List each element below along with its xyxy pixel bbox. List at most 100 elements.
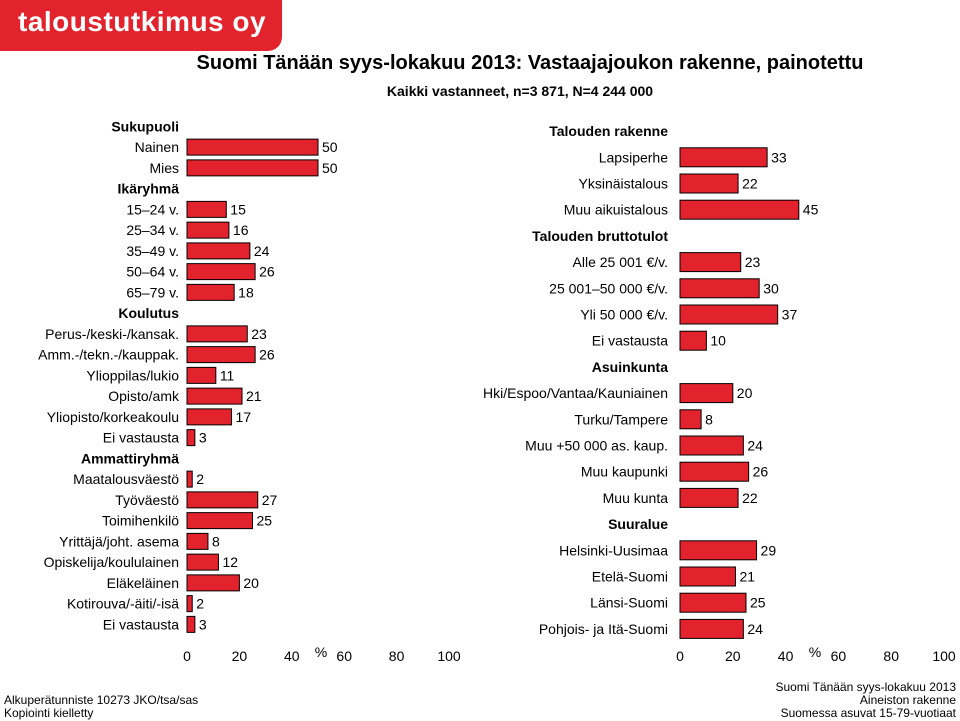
- bar: [186, 387, 243, 405]
- data-label: 50: [322, 139, 338, 155]
- footer-left-line: Kopiointi kielletty: [4, 706, 94, 720]
- data-label: 2: [196, 596, 204, 612]
- data-label: 16: [233, 222, 249, 238]
- category-label: Muu +50 000 as. kaup.: [525, 438, 668, 454]
- footer-left-line: Alkuperätunniste 10273 JKO/tsa/sas: [4, 693, 199, 707]
- data-label: 22: [742, 490, 758, 506]
- category-label: Muu aikuistalous: [564, 202, 668, 218]
- x-tick-label: 0: [676, 648, 684, 664]
- bar: [186, 553, 219, 571]
- data-label: 8: [705, 411, 713, 427]
- bar: [186, 325, 248, 343]
- x-tick-label: 40: [284, 648, 300, 664]
- category-label: Ylioppilas/lukio: [86, 367, 179, 383]
- bar: [186, 242, 251, 260]
- category-label: Maatalousväestö: [73, 471, 179, 487]
- bar: [186, 159, 319, 177]
- category-label: 65–79 v.: [126, 284, 179, 300]
- data-label: 27: [262, 492, 278, 508]
- data-label: 26: [259, 264, 275, 280]
- category-label: Alle 25 001 €/v.: [573, 254, 668, 270]
- bar: [186, 366, 217, 384]
- bar: [679, 566, 736, 587]
- bar: [186, 491, 259, 509]
- bar: [679, 330, 707, 351]
- bar: [679, 592, 747, 613]
- category-label: Pohjois- ja Itä-Suomi: [539, 621, 668, 637]
- data-label: 24: [254, 243, 270, 259]
- x-tick-label: 80: [389, 648, 405, 664]
- bar: [186, 346, 256, 364]
- data-label: 20: [737, 385, 753, 401]
- category-label: 25 001–50 000 €/v.: [549, 280, 668, 296]
- category-label: 15–24 v.: [126, 201, 179, 217]
- bar: [186, 263, 256, 281]
- category-label: Eläkeläinen: [107, 575, 179, 591]
- group-header-label: Koulutus: [118, 305, 179, 321]
- bar: [679, 435, 744, 456]
- data-label: 2: [196, 471, 204, 487]
- data-label: 33: [771, 149, 787, 165]
- category-label: Muu kunta: [603, 490, 669, 506]
- data-label: 26: [259, 347, 275, 363]
- data-label: 24: [747, 621, 763, 637]
- footer-right-line: Suomessa asuvat 15-79-vuotiaat: [780, 706, 956, 720]
- category-label: Ei vastausta: [103, 430, 179, 446]
- x-tick-label: 60: [831, 648, 847, 664]
- data-label: 26: [753, 464, 769, 480]
- bar: [186, 138, 319, 156]
- chart-title: Suomi Tänään syys-lokakuu 2013: Vastaaja…: [196, 52, 864, 74]
- category-label: Helsinki-Uusimaa: [559, 542, 668, 558]
- logo-text: taloustutkimus oy: [18, 6, 267, 37]
- category-label: Nainen: [135, 139, 179, 155]
- bar: [186, 408, 233, 426]
- data-label: 25: [257, 513, 273, 529]
- data-label: 10: [710, 333, 726, 349]
- category-label: Ei vastausta: [103, 616, 179, 632]
- bar: [186, 221, 230, 239]
- group-header-label: Sukupuoli: [111, 118, 179, 134]
- category-label: Etelä-Suomi: [592, 569, 668, 585]
- bar: [186, 532, 209, 550]
- group-header-label: Ammattiryhmä: [81, 450, 179, 466]
- bar: [186, 470, 193, 488]
- category-label: Yliopisto/korkeakoulu: [47, 409, 179, 425]
- data-label: 15: [230, 201, 246, 217]
- category-label: Kotirouva/-äiti/-isä: [67, 596, 179, 612]
- data-label: 11: [220, 367, 235, 383]
- x-tick-label: 80: [883, 648, 899, 664]
- bar: [679, 540, 758, 561]
- bar: [679, 618, 744, 639]
- category-label: 35–49 v.: [126, 243, 179, 259]
- footer-right: Suomi Tänään syys-lokakuu 2013 Aineiston…: [775, 681, 956, 720]
- data-label: 29: [761, 542, 777, 558]
- x-tick-label: 100: [932, 648, 956, 664]
- footer-right-line: Suomi Tänään syys-lokakuu 2013: [775, 680, 956, 694]
- category-label: Lapsiperhe: [599, 149, 668, 165]
- footer-right-line: Aineiston rakenne: [859, 693, 956, 707]
- bar: [186, 512, 253, 530]
- category-label: Perus-/keski-/kansak.: [45, 326, 179, 342]
- data-label: 18: [238, 284, 254, 300]
- bar: [186, 283, 235, 301]
- bar: [186, 595, 193, 613]
- data-label: 24: [747, 438, 763, 454]
- bar: [679, 487, 739, 508]
- data-label: 30: [763, 280, 779, 296]
- group-header-label: Ikäryhmä: [118, 181, 180, 197]
- category-label: Amm.-/tekn.-/kauppak.: [38, 347, 179, 363]
- bar: [679, 252, 742, 273]
- x-tick-label: 40: [778, 648, 794, 664]
- bar: [679, 199, 800, 220]
- category-label: Mies: [149, 160, 179, 176]
- data-label: 21: [246, 388, 262, 404]
- x-tick-label: 0: [183, 648, 191, 664]
- data-label: 20: [243, 575, 259, 591]
- bar: [679, 461, 750, 482]
- category-label: Yli 50 000 €/v.: [580, 307, 668, 323]
- x-axis-label: %: [809, 644, 821, 660]
- category-label: Ei vastausta: [592, 333, 668, 349]
- group-header-label: Asuinkunta: [592, 359, 668, 375]
- bar: [186, 429, 196, 447]
- x-tick-label: 60: [336, 648, 352, 664]
